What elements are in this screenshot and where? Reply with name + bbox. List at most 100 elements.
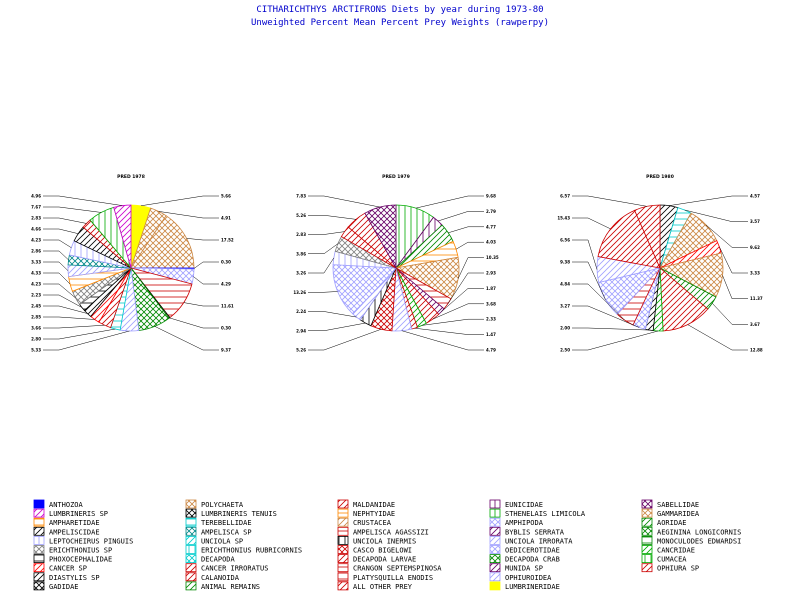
legend-item-monoculodes-edwardsi: MONOCULODES EDWARDSI — [641, 536, 741, 545]
slice-label-leader — [432, 303, 484, 320]
legend-item-gammaridea: GAMMARIDEA — [641, 508, 700, 518]
legend-swatch — [33, 499, 45, 509]
slice-label-leader — [308, 328, 382, 351]
pie-title: PRED 1978 — [117, 174, 145, 180]
slice-value-label: 0.30 — [221, 260, 231, 265]
slice-value-label: 2.93 — [486, 271, 496, 276]
legend-item-amphipoda: AMPHIPODA — [489, 517, 544, 527]
slice-label-leader — [43, 261, 69, 271]
slice-label-leader — [193, 261, 219, 269]
legend-item-erichthonius-rubricornis: ERICHTHONIUS RUBRICORNIS — [185, 545, 302, 555]
slice-label-leader — [414, 327, 484, 335]
legend-label: AORIDAE — [657, 519, 687, 527]
legend-item-unciola-irrorata: UNCIOLA IRRORATA — [489, 536, 573, 545]
legend-swatch — [337, 545, 349, 554]
legend-label: PLATYSQUILLA ENODIS — [353, 574, 433, 582]
slice-label-leader — [43, 206, 102, 213]
slice-label-leader — [308, 257, 335, 274]
legend-label: AMPELISCA SP — [201, 528, 252, 536]
slice-value-label: 2.33 — [486, 317, 496, 322]
slice-label-leader — [687, 324, 748, 351]
legend-swatch — [641, 536, 653, 545]
slice-value-label: 2.00 — [560, 326, 570, 331]
slice-value-label: 4.96 — [31, 194, 41, 199]
legend-label: AMPELISCIDAE — [49, 528, 100, 536]
slice-value-label: 2.94 — [296, 328, 306, 333]
slice-value-label: 7.83 — [296, 194, 306, 199]
legend-item-all-other-prey: ALL OTHER PREY — [337, 581, 413, 591]
slice-label-leader — [43, 305, 88, 314]
pie-title: PRED 1980 — [646, 174, 674, 180]
slice-value-label: 5.33 — [31, 348, 41, 353]
legend-swatch — [33, 545, 45, 554]
legend-item-ampharetidae: AMPHARETIDAE — [33, 517, 100, 527]
slice-value-label: 2.83 — [31, 216, 41, 221]
slice-label-leader — [154, 326, 219, 351]
legend-swatch — [641, 554, 653, 563]
slice-label-leader — [140, 195, 219, 207]
legend-swatch — [185, 545, 197, 554]
slice-value-label: 4.57 — [750, 194, 760, 199]
slice-label-leader — [719, 246, 748, 274]
legend-swatch — [33, 508, 45, 518]
legend-item-cancer-sp: CANCER SP — [33, 563, 87, 573]
slice-label-leader — [456, 241, 484, 250]
legend-item-ophiuroidea: OPHIUROIDEA — [489, 572, 552, 582]
legend-swatch — [641, 545, 653, 554]
slice-label-leader — [572, 261, 606, 300]
legend-item-lumbrineris-sp: LUMBRINERIS SP — [33, 508, 108, 518]
slice-label-leader — [705, 224, 748, 248]
slice-value-label: 3.67 — [750, 322, 760, 327]
legend-swatch — [489, 526, 501, 536]
legend-item-gadidae: GADIDAE — [33, 581, 79, 591]
legend-item-munida-sp: MUNIDA SP — [489, 563, 543, 573]
slice-value-label: 4.91 — [221, 216, 231, 221]
legend-swatch — [489, 581, 501, 591]
legend-label: CRANGON SEPTEMSPINOSA — [353, 565, 442, 573]
legend-item-oedicerotidae: OEDICEROTIDAE — [489, 545, 560, 555]
legend-swatch — [185, 572, 197, 582]
legend-item-terebellidae: TEREBELLIDAE — [185, 517, 252, 527]
slice-value-label: 3.33 — [750, 271, 760, 276]
slice-label-leader — [43, 272, 71, 285]
slice-value-label: 12.88 — [750, 348, 763, 353]
legend-label: LUMBRINERIDAE — [505, 583, 560, 591]
legend-label: GAMMARIDEA — [657, 510, 700, 518]
legend-label: MALDANIDAE — [353, 501, 395, 509]
slice-label-leader — [572, 217, 611, 230]
slice-label-leader — [712, 303, 748, 325]
slice-value-label: 4.77 — [486, 224, 496, 229]
legend-item-decapoda: DECAPODA — [185, 554, 236, 564]
legend-item-crustacea: CRUSTACEA — [337, 517, 392, 527]
slice-value-label: 11.61 — [221, 304, 234, 309]
legend-swatch — [641, 499, 653, 509]
legend-label: AMPHARETIDAE — [49, 519, 100, 527]
legend-item-calanoida: CALANOIDA — [185, 572, 240, 582]
slice-label-leader — [186, 238, 219, 241]
legend-swatch — [33, 572, 45, 582]
legend-swatch — [185, 554, 197, 563]
legend-label: ANIMAL REMAINS — [201, 583, 260, 591]
slice-value-label: 3.66 — [31, 326, 41, 331]
legend-label: TEREBELLIDAE — [201, 519, 252, 527]
legend-swatch — [337, 526, 349, 536]
slice-label-leader — [722, 275, 748, 299]
legend-swatch — [33, 581, 45, 591]
slice-value-label: 11.37 — [750, 296, 763, 301]
pie-pred-1978: PRED 1978 5.66 4.91 17.52 0.30 4.29 11.61 0.30 9… — [31, 174, 234, 353]
legend-label: CANCER IRRORATUS — [201, 565, 268, 573]
slice-label-leader — [43, 217, 87, 224]
legend-swatch — [33, 536, 45, 545]
legend-swatch — [337, 499, 349, 509]
slice-value-label: 7.67 — [31, 205, 41, 210]
slice-label-leader — [308, 291, 338, 293]
slice-label-leader — [43, 250, 69, 261]
legend-swatch — [641, 563, 653, 573]
legend-swatch — [337, 517, 349, 527]
legend-label: OEDICEROTIDAE — [505, 547, 560, 555]
legend-label: EUNICIDAE — [505, 501, 543, 509]
legend-label: POLYCHAETA — [201, 501, 244, 509]
slice-label-leader — [441, 288, 484, 312]
legend-swatch — [33, 563, 45, 573]
